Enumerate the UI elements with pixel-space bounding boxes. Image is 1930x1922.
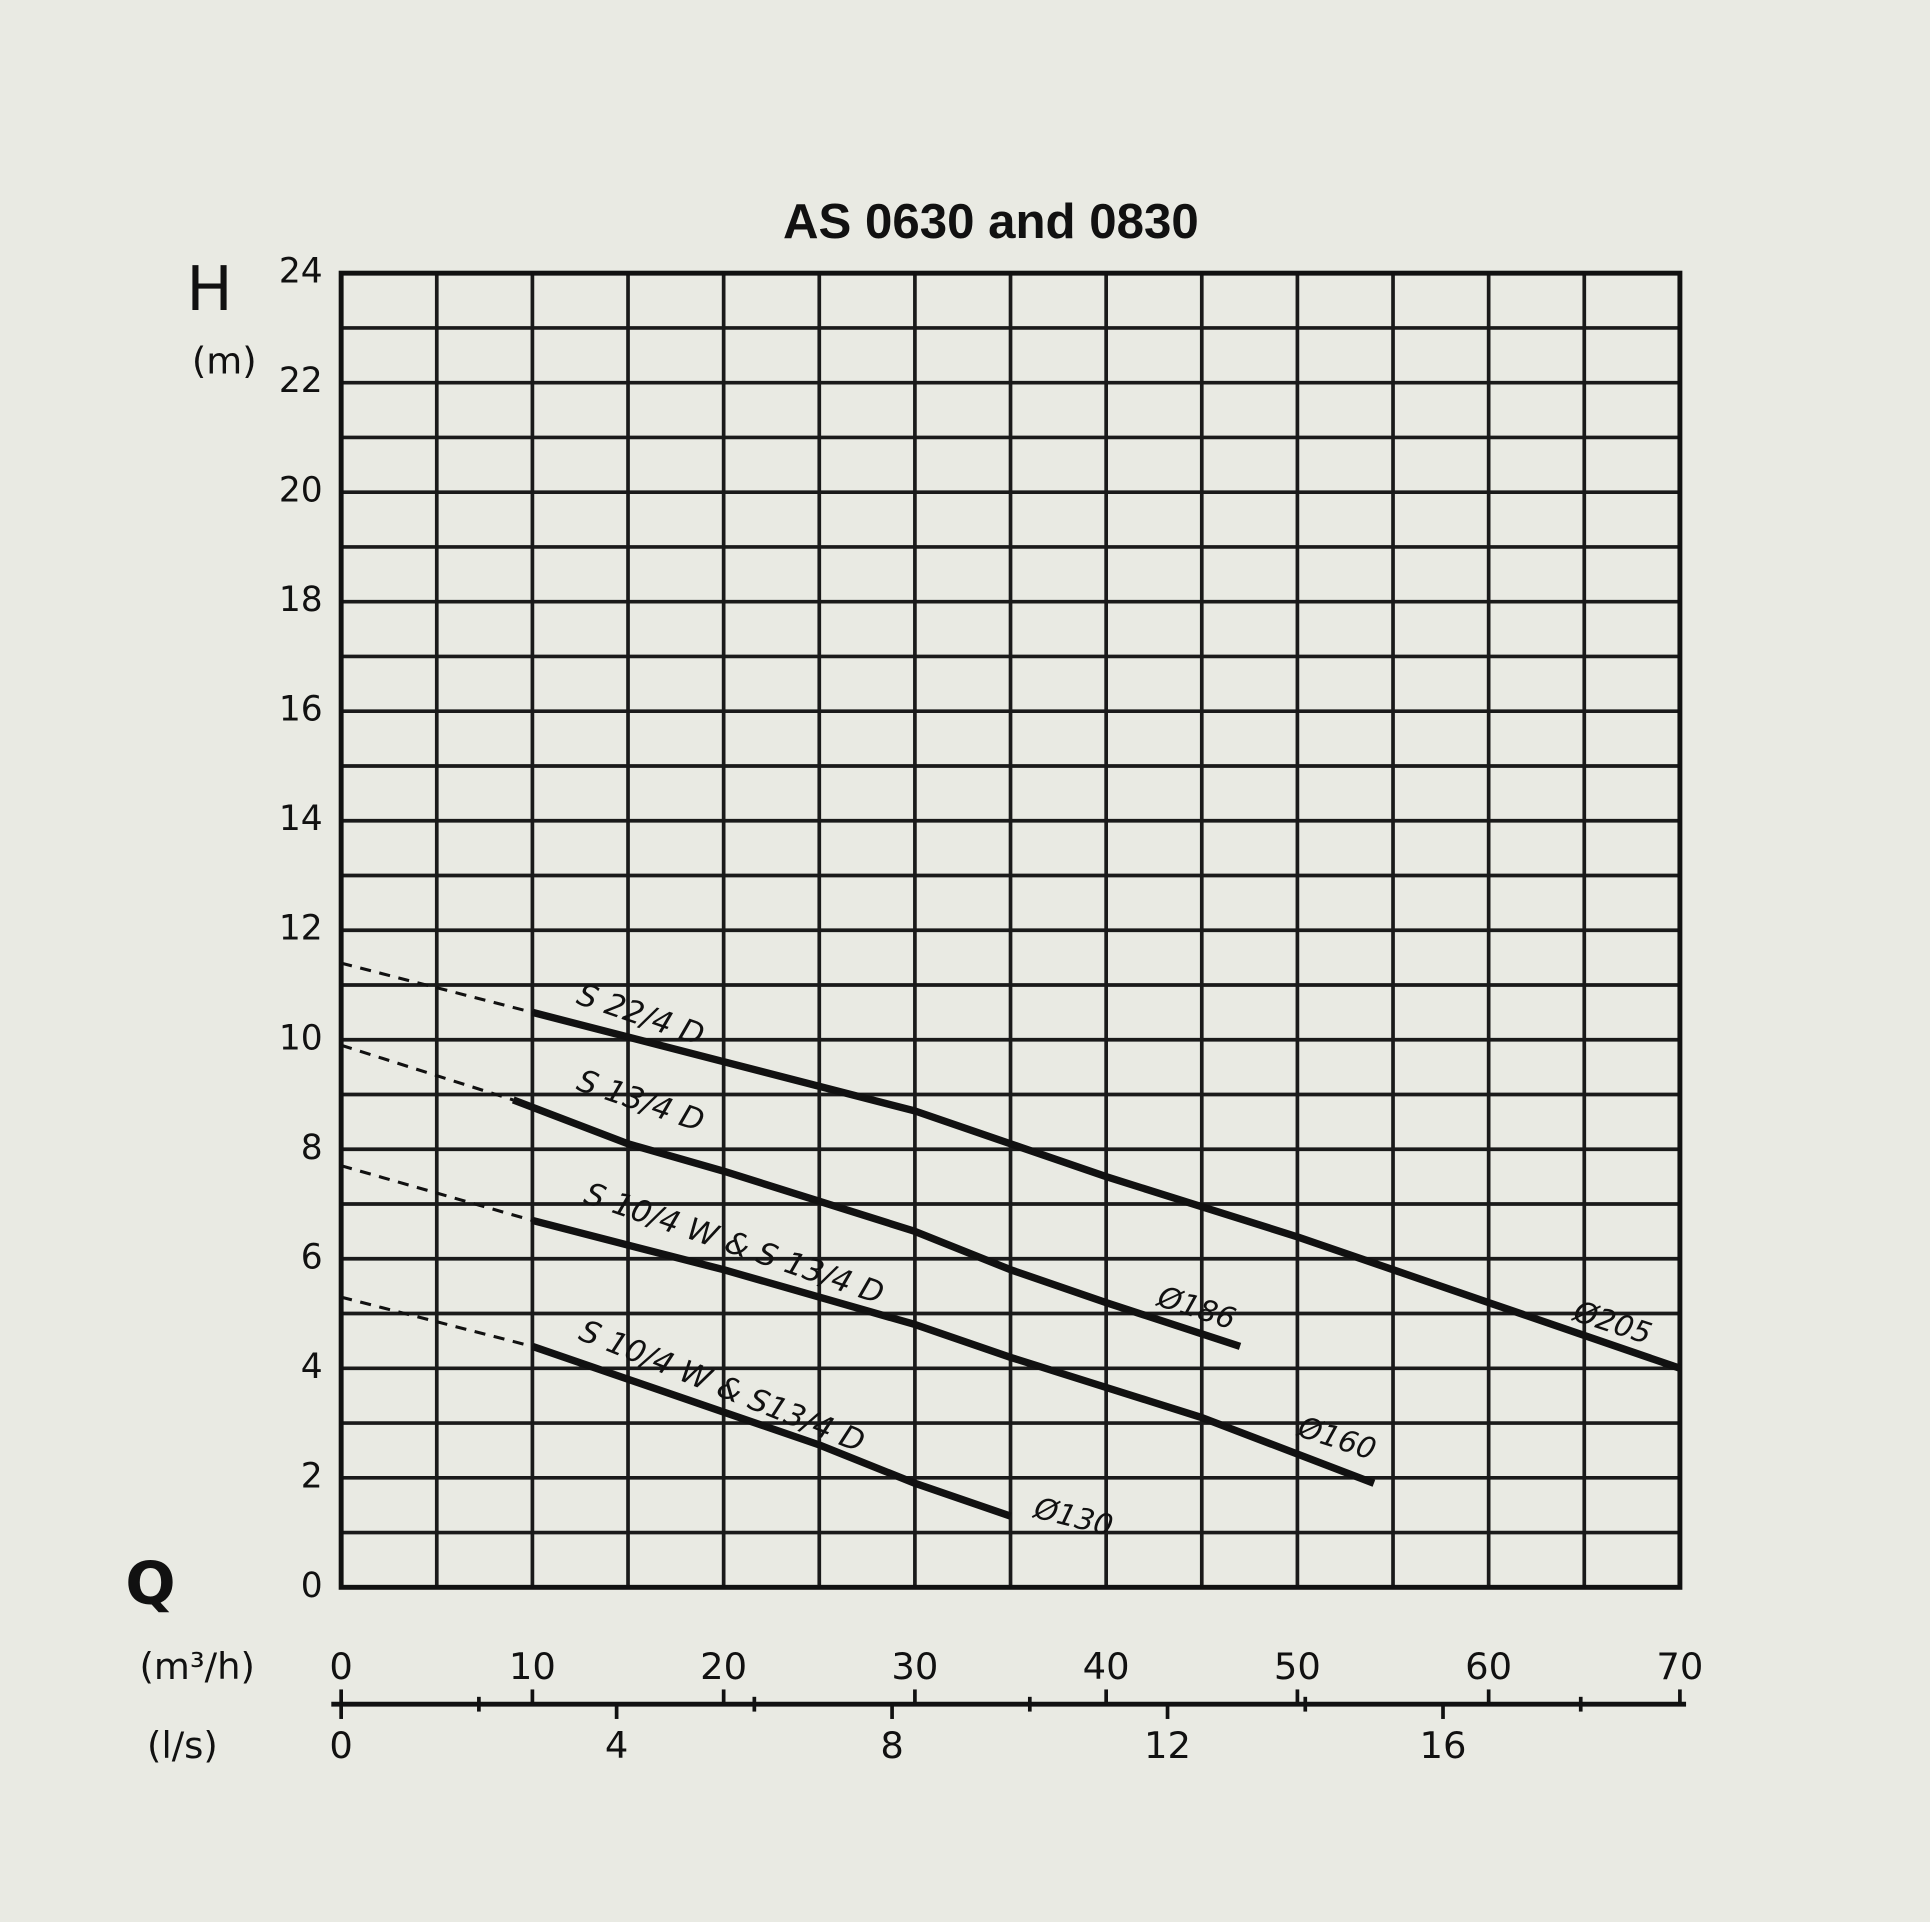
x-tick-label: 10 [509, 1645, 556, 1688]
x2-tick-label: 16 [1420, 1724, 1467, 1767]
pump-curve [531, 1342, 1012, 1520]
y-unit: (m) [192, 339, 257, 382]
chart-title: AS 0630 and 0830 [783, 194, 1199, 249]
x2-tick-label: 0 [329, 1724, 352, 1767]
x-tick-label: 40 [1083, 1645, 1130, 1688]
x2-unit: (l/s) [147, 1724, 218, 1767]
x-tick-label: 60 [1465, 1645, 1512, 1688]
curve-extension [340, 1043, 514, 1102]
x-tick-label: 0 [329, 1645, 352, 1688]
plot-frame [338, 270, 1683, 1590]
x-tick-label: 20 [700, 1645, 747, 1688]
x2-tick-label: 8 [880, 1724, 903, 1767]
y-tick-label: 2 [301, 1456, 323, 1496]
x-tick-label: 30 [891, 1645, 938, 1688]
y-tick-label: 20 [279, 471, 323, 511]
curve-extension [340, 1295, 533, 1348]
y-tick-label: 24 [279, 252, 323, 292]
x2-tick-label: 4 [605, 1724, 628, 1767]
y-tick-label: 18 [279, 580, 323, 620]
x-tick-label: 50 [1274, 1645, 1321, 1688]
x2-tick-label: 12 [1144, 1724, 1191, 1767]
pump-curve [531, 1216, 1376, 1487]
y-tick-label: 12 [279, 909, 323, 949]
y-tick-label: 16 [279, 690, 323, 730]
x-unit: (m³/h) [139, 1645, 254, 1688]
y-label: H [186, 253, 232, 325]
x-label: Q [125, 1548, 175, 1617]
curve-extension [340, 961, 533, 1014]
y-tick-label: 14 [279, 799, 323, 839]
pump-curve [511, 1096, 1242, 1350]
y-tick-label: 4 [301, 1347, 323, 1387]
y-tick-label: 0 [301, 1566, 323, 1606]
pump-curve [531, 1008, 1682, 1372]
y-tick-label: 22 [279, 361, 323, 401]
x-tick-label: 70 [1656, 1645, 1703, 1688]
curve-extension [340, 1164, 533, 1222]
y-tick-label: 8 [301, 1128, 323, 1168]
y-tick-label: 10 [279, 1018, 323, 1058]
y-tick-label: 6 [301, 1237, 323, 1277]
